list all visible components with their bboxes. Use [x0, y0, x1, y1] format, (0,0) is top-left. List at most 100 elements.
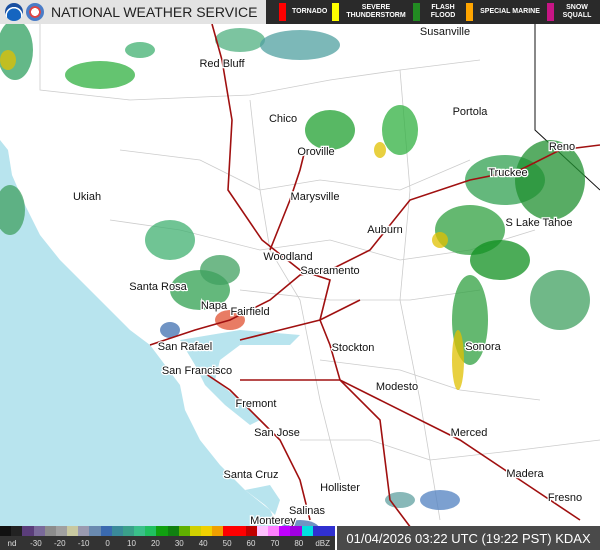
radar-echo [215, 28, 265, 52]
scale-swatch [301, 526, 313, 536]
scale-swatch [44, 526, 56, 536]
scale-swatch [0, 526, 12, 536]
warning-swatch [466, 3, 473, 21]
city-label: Salinas [289, 505, 326, 517]
radar-echo [382, 105, 418, 155]
radar-echo [200, 255, 240, 285]
city-label: Reno [549, 141, 575, 153]
warning-snow-squall: SNOW SQUALL [547, 3, 594, 21]
radar-echo [160, 322, 180, 338]
city-label: Portola [453, 106, 489, 118]
city-label: San Rafael [158, 341, 212, 353]
timestamp: 01/04/2026 03:22 UTC (19:22 PST) KDAX [337, 526, 600, 550]
warning-flash-flood: FLASH FLOOD [413, 3, 460, 21]
warning-swatch [279, 3, 286, 21]
scale-swatch [134, 526, 146, 536]
scale-swatch [234, 526, 246, 536]
city-label: Hollister [320, 482, 360, 494]
scale-swatch [268, 526, 280, 536]
scale-label: dBZ [315, 538, 331, 548]
scale-label: 10 [127, 538, 136, 548]
warning-legend: TORNADO SEVERE THUNDERSTORM FLASH FLOOD SPE… [266, 0, 600, 24]
city-label: Red Bluff [199, 58, 245, 70]
radar-echo [305, 110, 355, 150]
scale-swatch [156, 526, 168, 536]
scale-swatch [178, 526, 190, 536]
scale-label: 0 [105, 538, 110, 548]
nws-logo [26, 3, 44, 21]
city-label: Madera [506, 468, 544, 480]
city-label: Napa [201, 300, 228, 312]
scale-swatch [279, 526, 291, 536]
warning-severe-thunderstorm: SEVERE THUNDERSTORM [332, 3, 407, 21]
warning-swatch [413, 3, 420, 21]
scale-label: -30 [30, 538, 42, 548]
scale-swatch [189, 526, 202, 536]
city-label: Marysville [291, 191, 340, 203]
city-label: Truckee [488, 167, 527, 179]
warning-special-marine: SPECIAL MARINE [466, 3, 541, 21]
scale-swatch [33, 526, 45, 536]
scale-label: 20 [150, 538, 160, 548]
page-title: NATIONAL WEATHER SERVICE [51, 4, 258, 20]
scale-swatch [256, 526, 269, 536]
noaa-logo [5, 3, 23, 21]
warning-label: TORNADO [292, 8, 328, 15]
scale-swatch [111, 526, 123, 536]
warning-label: FLASH FLOOD [430, 4, 456, 19]
city-label: San Jose [254, 427, 300, 439]
dbz-scale-labels: nd -30 -20 -10 0 10 20 30 40 50 60 70 80 dBZ [0, 536, 335, 550]
city-label: Fairfield [230, 306, 269, 318]
scale-label: nd [7, 538, 17, 548]
city-label: Santa Rosa [129, 281, 187, 293]
radar-echo [530, 270, 590, 330]
scale-swatch [245, 526, 257, 536]
city-label: Woodland [263, 251, 312, 263]
scale-swatch [89, 526, 101, 536]
radar-echo [65, 61, 135, 89]
scale-swatch [167, 526, 179, 536]
scale-label: 50 [222, 538, 232, 548]
footer-bar: nd -30 -20 -10 0 10 20 30 40 50 60 70 80 dBZ 01/04/20… [0, 526, 600, 550]
scale-swatch [11, 526, 23, 536]
city-label: Susanville [420, 26, 470, 38]
scale-swatch [290, 526, 302, 536]
scale-label: -20 [54, 538, 66, 548]
radar-echo [374, 142, 386, 158]
sf-bay [180, 330, 300, 425]
header-bar: NATIONAL WEATHER SERVICE TORNADO SEVERE T… [0, 0, 600, 24]
radar-echo [145, 220, 195, 260]
radar-echo [0, 185, 25, 235]
scale-label: 40 [198, 538, 208, 548]
city-label: Monterey [250, 515, 296, 527]
dbz-color-scale [0, 526, 336, 536]
city-label: Chico [269, 113, 297, 125]
city-label: Stockton [332, 342, 375, 354]
scale-swatch [122, 526, 135, 536]
city-label: San Francisco [162, 365, 232, 377]
warning-tornado: TORNADO [279, 3, 328, 21]
scale-swatch [223, 526, 235, 536]
monterey-bay [245, 485, 280, 515]
scale-swatch [100, 526, 112, 536]
radar-echo [470, 240, 530, 280]
radar-echo [125, 42, 155, 58]
scale-label: 80 [294, 538, 304, 548]
highways [149, 23, 600, 541]
scale-swatch [67, 526, 79, 536]
city-label: Auburn [367, 224, 402, 236]
radar-echo [420, 490, 460, 510]
radar-echo [260, 30, 340, 60]
scale-swatch [312, 526, 324, 536]
city-label: S Lake Tahoe [505, 217, 572, 229]
scale-label: 60 [246, 538, 256, 548]
radar-echo [432, 232, 448, 248]
warning-label: SPECIAL MARINE [480, 8, 540, 15]
warning-label: SEVERE THUNDERSTORM [346, 4, 406, 19]
city-label: Sacramento [300, 265, 359, 277]
pacific-ocean [0, 140, 290, 550]
scale-label: -10 [77, 538, 90, 548]
scale-swatch [145, 526, 157, 536]
city-label: Ukiah [73, 191, 101, 203]
